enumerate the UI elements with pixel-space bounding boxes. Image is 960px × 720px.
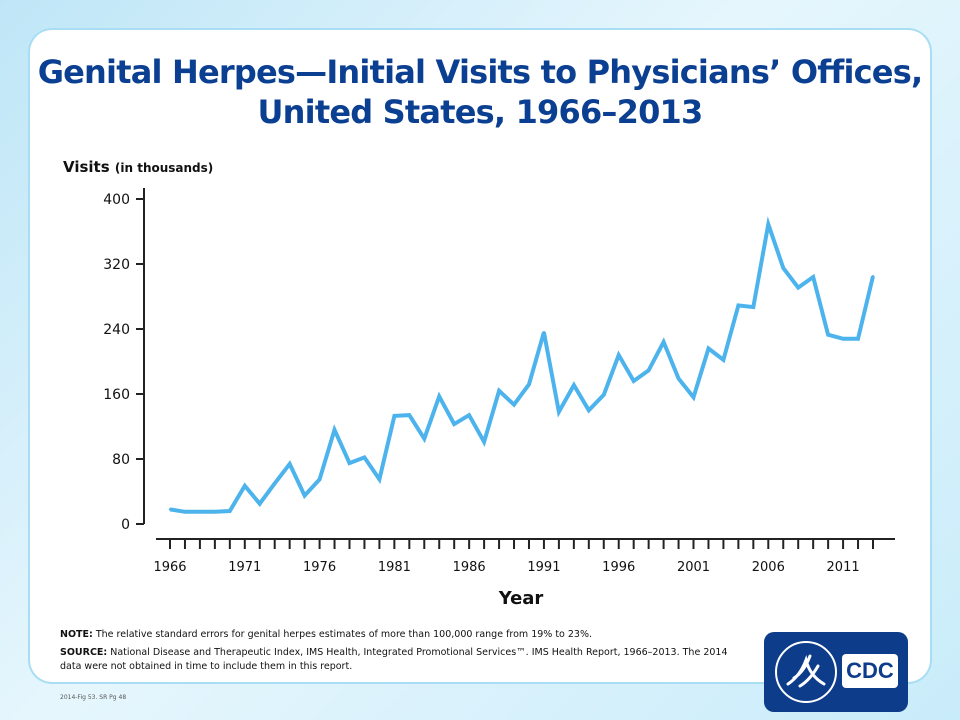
data-point: [168, 508, 172, 511]
y-axis-label-unit: (in thousands): [114, 161, 214, 175]
data-point: [438, 395, 441, 398]
y-axis-label-main: Visits: [63, 158, 110, 176]
data-point: [348, 461, 351, 465]
data-point: [542, 331, 546, 334]
data-point: [811, 275, 815, 279]
hhs-eagle-icon: [775, 641, 837, 703]
figure-tag: 2014-Fig 53. SR Pg 48: [60, 694, 127, 701]
x-axis-label: Year: [498, 588, 544, 609]
y-tick-label: 320: [103, 257, 130, 273]
note-text: The relative standard errors for genital…: [95, 629, 593, 640]
data-point: [692, 396, 695, 399]
data-point: [198, 510, 202, 514]
y-tick-label: 80: [112, 452, 130, 468]
data-point: [527, 383, 531, 386]
data-point: [288, 462, 291, 466]
data-point: [363, 456, 366, 459]
cdc-logo-text: CDC: [842, 654, 898, 688]
note: NOTE: The relative standard errors for g…: [60, 628, 750, 642]
data-point: [767, 222, 770, 226]
data-point: [378, 478, 381, 481]
data-point: [512, 403, 516, 406]
y-tick-label: 240: [103, 322, 130, 338]
data-point: [871, 274, 875, 278]
data-point: [587, 409, 591, 412]
data-point: [213, 510, 217, 514]
data-point: [273, 482, 276, 485]
data-point: [572, 383, 576, 387]
series-line: [169, 216, 875, 514]
source-label: SOURCE:: [60, 647, 108, 658]
data-point: [318, 478, 321, 481]
data-point: [393, 414, 396, 418]
note-label: NOTE:: [60, 629, 93, 640]
data-point: [183, 510, 187, 514]
x-tick-label: 1986: [453, 560, 486, 575]
source: SOURCE: National Disease and Therapeutic…: [60, 646, 750, 674]
x-tick-label: 2001: [677, 560, 710, 575]
data-point: [467, 413, 471, 417]
data-point: [423, 437, 426, 440]
data-point: [826, 333, 830, 336]
data-point: [737, 304, 740, 307]
x-tick-label: 1976: [303, 560, 336, 575]
x-tick-label: 2006: [752, 560, 785, 575]
x-tick-label: 1971: [228, 560, 261, 575]
data-point: [797, 286, 800, 289]
data-point: [602, 393, 605, 397]
data-point: [632, 379, 635, 383]
y-tick-label: 400: [103, 192, 130, 208]
source-text: National Disease and Therapeutic Index, …: [60, 647, 728, 672]
y-tick-label: 0: [121, 517, 130, 533]
data-point: [647, 369, 650, 372]
data-point: [228, 509, 232, 513]
data-point: [782, 266, 785, 270]
chart-title-line1: Genital Herpes—Initial Visits to Physici…: [37, 53, 923, 91]
slide-card: [30, 30, 930, 682]
data-point: [303, 494, 306, 497]
data-point: [752, 305, 755, 309]
y-tick-label: 160: [103, 387, 130, 403]
data-point: [677, 377, 680, 380]
data-point: [557, 410, 561, 414]
data-point: [333, 428, 336, 431]
data-point: [707, 347, 710, 350]
data-point: [662, 340, 665, 344]
data-point: [841, 337, 845, 340]
data-point: [408, 413, 411, 417]
data-point: [258, 502, 261, 505]
x-tick-label: 1981: [378, 560, 411, 575]
data-point: [452, 422, 456, 426]
data-point: [722, 358, 725, 362]
x-tick-label: 1966: [153, 560, 186, 575]
data-point: [617, 353, 620, 357]
data-point: [243, 484, 246, 488]
data-point: [497, 389, 501, 392]
chart-title-line2: United States, 1966–2013: [257, 93, 704, 131]
chart-title: Genital Herpes—Initial Visits to Physici…: [0, 52, 960, 132]
data-point: [482, 440, 486, 444]
cdc-logo: CDC: [764, 632, 908, 712]
x-tick-label: 2011: [827, 560, 860, 575]
data-point: [856, 337, 860, 340]
x-tick-label: 1996: [602, 560, 635, 575]
x-tick-label: 1991: [527, 560, 560, 575]
y-axis-label: Visits (in thousands): [63, 158, 213, 176]
